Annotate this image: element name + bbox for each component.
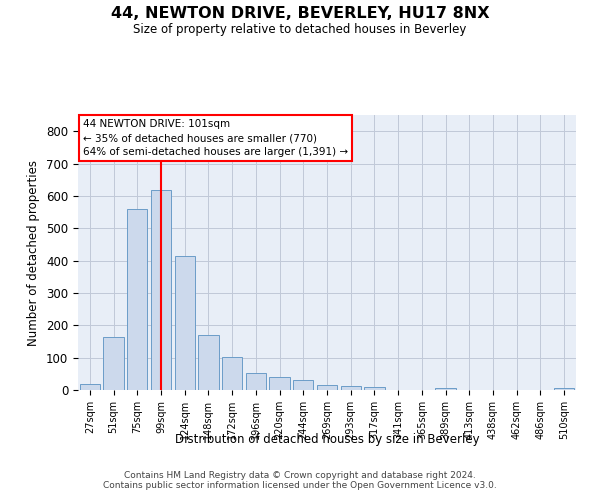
Bar: [80, 384, 100, 390]
Bar: [175, 256, 195, 390]
Text: 44 NEWTON DRIVE: 101sqm
← 35% of detached houses are smaller (770)
64% of semi-d: 44 NEWTON DRIVE: 101sqm ← 35% of detache…: [83, 119, 348, 157]
Bar: [436, 388, 455, 390]
Text: 44, NEWTON DRIVE, BEVERLEY, HU17 8NX: 44, NEWTON DRIVE, BEVERLEY, HU17 8NX: [110, 6, 490, 20]
Text: Size of property relative to detached houses in Beverley: Size of property relative to detached ho…: [133, 22, 467, 36]
Bar: [222, 356, 242, 390]
Text: Contains HM Land Registry data © Crown copyright and database right 2024.: Contains HM Land Registry data © Crown c…: [124, 470, 476, 480]
Text: Distribution of detached houses by size in Beverley: Distribution of detached houses by size …: [175, 432, 479, 446]
Text: Contains public sector information licensed under the Open Government Licence v3: Contains public sector information licen…: [103, 480, 497, 490]
Bar: [127, 209, 148, 390]
Bar: [103, 338, 124, 390]
Y-axis label: Number of detached properties: Number of detached properties: [28, 160, 40, 346]
Bar: [554, 388, 574, 390]
Bar: [246, 373, 266, 390]
Bar: [293, 380, 313, 390]
Bar: [364, 387, 385, 390]
Bar: [151, 190, 171, 390]
Bar: [317, 386, 337, 390]
Bar: [269, 377, 290, 390]
Bar: [199, 336, 218, 390]
Bar: [341, 386, 361, 390]
